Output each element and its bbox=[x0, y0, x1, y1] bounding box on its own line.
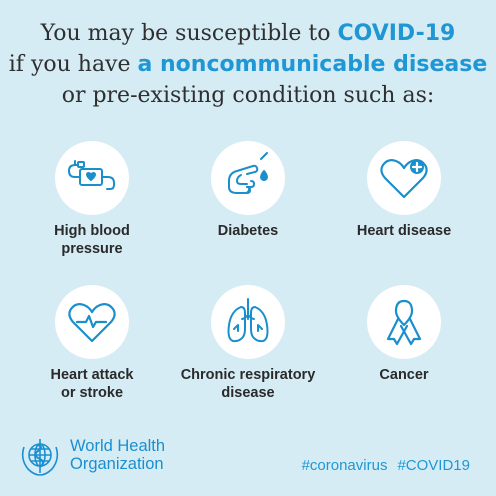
condition-label-line: Heart attack bbox=[50, 367, 134, 383]
respiratory-circle bbox=[211, 285, 285, 359]
cancer-circle bbox=[367, 285, 441, 359]
finger-prick-icon bbox=[228, 152, 268, 194]
hashtag-covid19: #COVID19 bbox=[397, 457, 470, 474]
headline-line-1-text: You may be susceptible to bbox=[40, 21, 338, 46]
heart-disease-circle bbox=[367, 141, 441, 215]
condition-label-line: Chronic respiratory bbox=[180, 367, 316, 383]
blood-pressure-monitor-icon bbox=[68, 160, 115, 190]
headline: You may be susceptible to COVID-19 if yo… bbox=[0, 18, 496, 111]
condition-label-line: disease bbox=[221, 385, 275, 401]
condition-label-heart-disease: Heart disease bbox=[319, 222, 489, 240]
heart-pulse-icon bbox=[68, 303, 116, 343]
heart-attack-circle bbox=[55, 285, 129, 359]
who-emblem-icon bbox=[21, 439, 59, 476]
condition-label-cancer: Cancer bbox=[319, 366, 489, 384]
condition-label-chronic-respiratory: Chronic respiratory disease bbox=[163, 366, 333, 402]
who-name-line: Organization bbox=[70, 455, 164, 473]
who-name: World Health Organization bbox=[70, 437, 165, 473]
lungs-icon bbox=[227, 298, 269, 343]
headline-line-1: You may be susceptible to COVID-19 bbox=[0, 18, 496, 49]
awareness-ribbon-icon bbox=[386, 299, 422, 346]
condition-label-line: High blood bbox=[54, 223, 130, 239]
hashtag-coronavirus: #coronavirus bbox=[301, 457, 388, 474]
condition-label-line: pressure bbox=[61, 241, 123, 257]
headline-line-2: if you have a noncommunicable disease bbox=[0, 49, 496, 80]
condition-label-high-blood-pressure: High blood pressure bbox=[7, 222, 177, 258]
who-name-line: World Health bbox=[70, 437, 166, 455]
headline-line-2-text: if you have bbox=[8, 52, 138, 77]
ncd-highlight: a noncommunicable disease bbox=[137, 52, 488, 77]
blood-pressure-circle bbox=[55, 141, 129, 215]
who-logo: World Health Organization bbox=[18, 433, 248, 477]
condition-label-line: Diabetes bbox=[217, 223, 279, 239]
condition-label-line: Heart disease bbox=[356, 223, 452, 239]
hashtags: #coronavirus #COVID19 bbox=[292, 457, 470, 474]
covid-highlight: COVID-19 bbox=[337, 21, 456, 46]
headline-line-3: or pre-existing condition such as: bbox=[61, 83, 435, 108]
condition-label-diabetes: Diabetes bbox=[163, 222, 333, 240]
diabetes-circle bbox=[211, 141, 285, 215]
condition-label-line: or stroke bbox=[60, 385, 124, 401]
heart-plus-icon bbox=[380, 159, 428, 199]
condition-label-heart-attack: Heart attack or stroke bbox=[7, 366, 177, 402]
condition-label-line: Cancer bbox=[379, 367, 429, 383]
